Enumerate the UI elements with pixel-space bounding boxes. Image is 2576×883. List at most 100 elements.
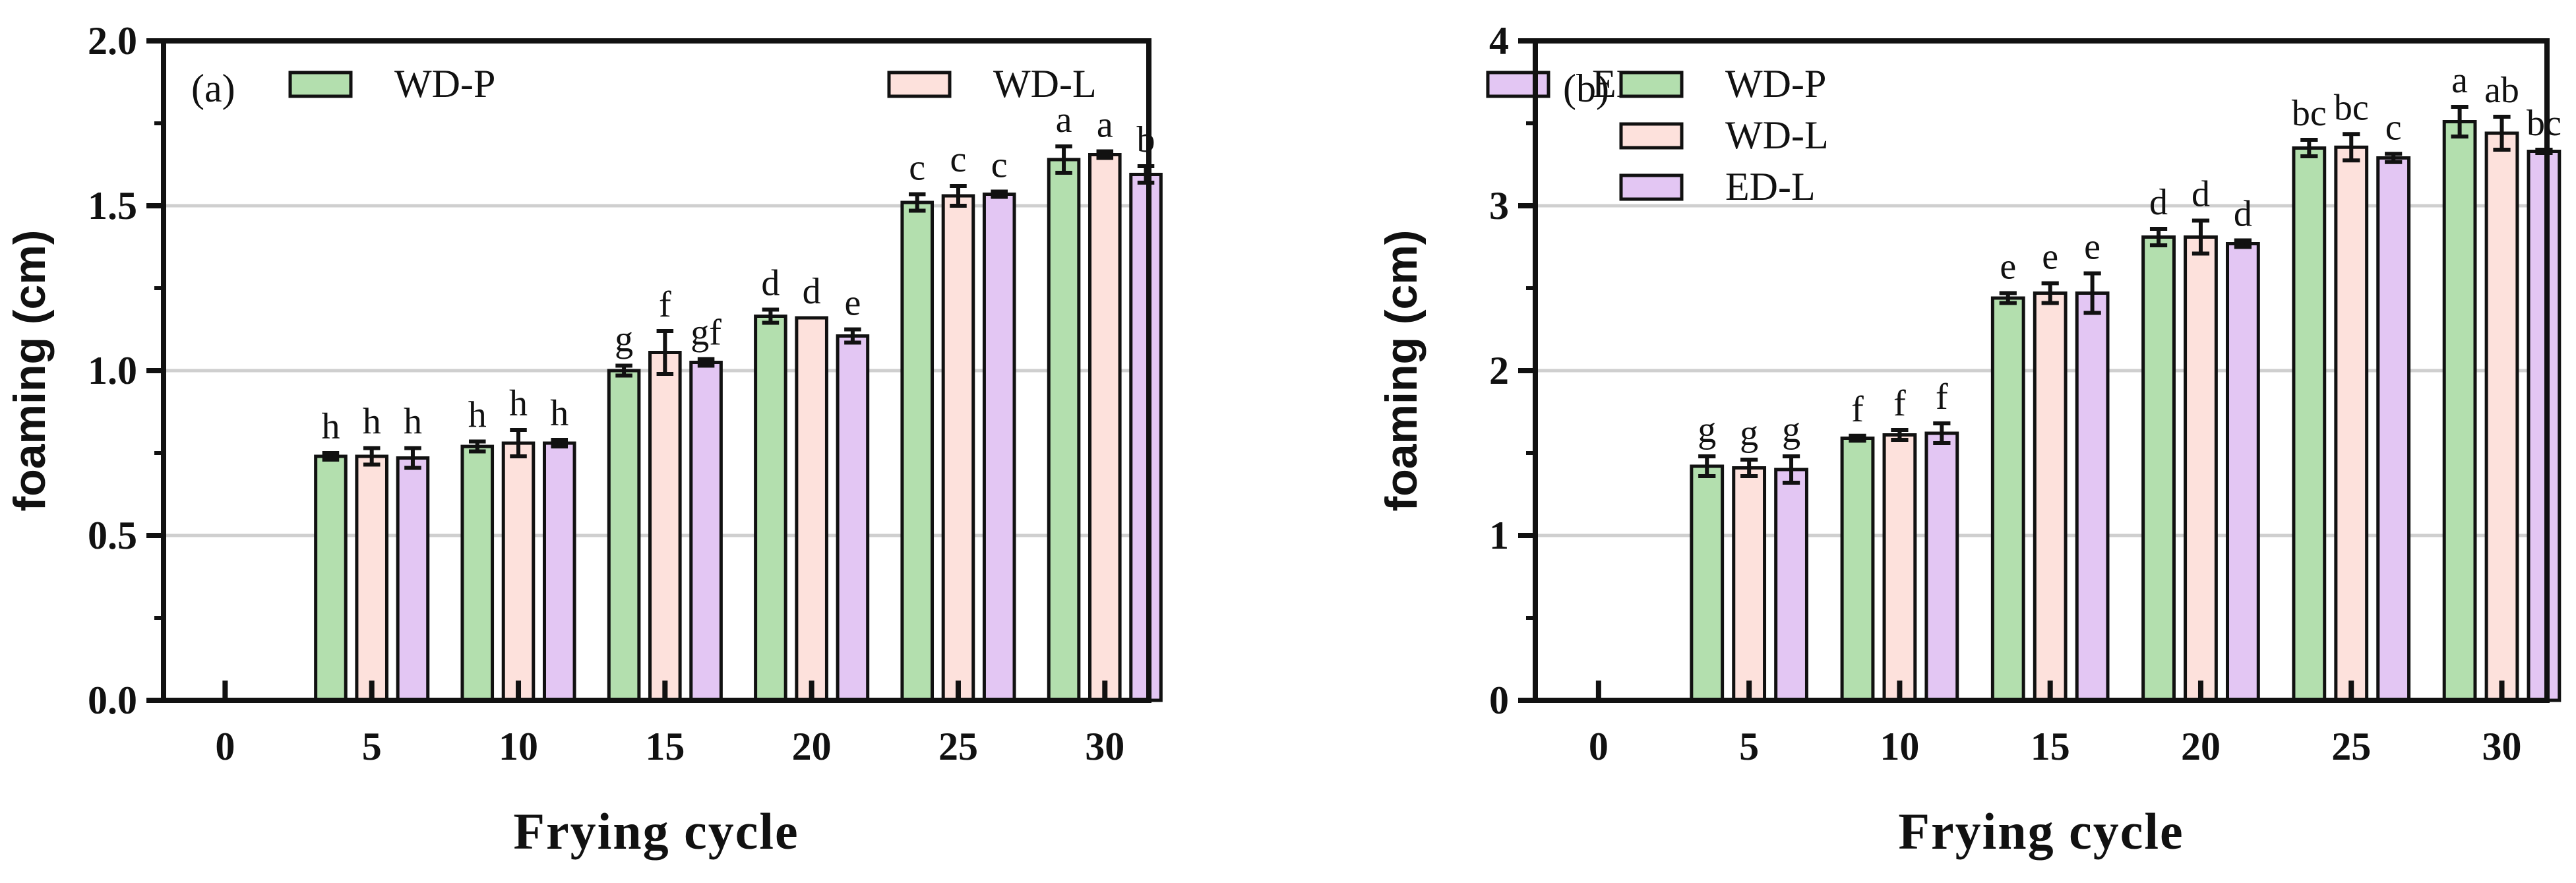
significance-label: c: [909, 148, 925, 189]
significance-label: a: [1097, 105, 1113, 146]
y-tick-label: 0.5: [88, 514, 137, 557]
error-bar: [2493, 115, 2511, 152]
significance-label: bc: [2527, 103, 2561, 144]
bar-ed-l-10: [542, 441, 576, 702]
bar-wd-p-5: [1690, 464, 1725, 702]
bar-wd-l-10: [501, 441, 536, 702]
legend-swatch-wd-l: [887, 71, 952, 98]
error-bar: [510, 428, 527, 458]
error-bar: [844, 327, 861, 345]
bar-wd-l-15: [648, 351, 682, 702]
significance-label: d: [2234, 194, 2252, 235]
panel-label: (b): [1563, 67, 1609, 110]
x-tick-label: 15: [2031, 725, 2070, 768]
y-tick-label: 0: [1489, 679, 1509, 722]
x-tick-label: 0: [1589, 725, 1609, 768]
error-bar: [363, 446, 381, 467]
bar-wd-p-5: [314, 454, 348, 702]
significance-label: g: [1698, 410, 1716, 450]
bar-wd-l-25: [941, 194, 975, 702]
x-tick-label: 25: [938, 725, 978, 768]
error-bar: [697, 357, 715, 368]
x-tick-label: 20: [792, 725, 832, 768]
significance-label: b: [1137, 119, 1155, 160]
bar-ed-l-20: [836, 334, 870, 702]
significance-label: c: [2385, 107, 2402, 148]
significance-label: bc: [2292, 93, 2327, 134]
legend-label-wd-p: WD-P: [394, 62, 495, 106]
error-bar: [2343, 132, 2360, 163]
error-bar: [2451, 105, 2469, 138]
error-bar: [2149, 227, 2168, 247]
x-tick-label: 5: [1739, 725, 1759, 768]
legend-label-wd-l: WD-L: [1725, 113, 1829, 157]
y-tick-label: 3: [1489, 184, 1509, 228]
x-axis-title: Frying cycle: [513, 803, 799, 860]
error-bar: [469, 439, 486, 454]
significance-label: f: [1851, 389, 1864, 430]
error-bar: [950, 184, 967, 208]
bar-wd-p-10: [460, 444, 495, 702]
y-axis-title: foaming (cm): [5, 230, 55, 512]
significance-label: c: [991, 145, 1008, 186]
legend-label-wd-p: WD-P: [1725, 62, 1826, 106]
y-tick-label: 1: [1489, 514, 1509, 557]
significance-label: a: [2451, 60, 2468, 101]
x-tick-label: 15: [645, 725, 685, 768]
x-axis-title: Frying cycle: [1898, 803, 2184, 860]
y-tick-label: 1.0: [88, 349, 137, 392]
bar-ed-l-10: [1924, 431, 1959, 702]
error-bar: [2385, 152, 2403, 164]
significance-label: c: [950, 139, 967, 180]
significance-label: d: [761, 263, 780, 304]
x-axis-ticks: 0 5 10 15 20 25 30: [215, 681, 1124, 768]
bar-ed-l-15: [689, 361, 723, 702]
significance-label: ab: [2484, 70, 2519, 111]
bar-wd-p-30: [1047, 158, 1081, 702]
bar-ed-l-30: [2527, 150, 2561, 702]
error-bar: [2083, 271, 2101, 315]
y-axis-title: foaming (cm): [1376, 230, 1426, 512]
y-tick-label: 2: [1489, 349, 1509, 392]
bar-wd-l-20: [2184, 235, 2218, 702]
significance-label: d: [803, 271, 821, 312]
y-axis-ticks: 0.0 0.5 1.0 1.5 2.0: [88, 19, 164, 722]
significance-label: e: [2042, 237, 2058, 278]
error-bar: [322, 451, 340, 462]
error-bar: [1891, 428, 1909, 442]
panel-label: (a): [191, 67, 235, 110]
bar-ed-l-25: [982, 193, 1016, 702]
bar-ed-l-15: [2075, 291, 2110, 702]
bar-wd-l-25: [2334, 145, 2369, 702]
x-tick-label: 10: [499, 725, 538, 768]
error-bar: [615, 363, 632, 378]
significance-label: e: [2084, 227, 2101, 268]
y-tick-label: 0.0: [88, 679, 137, 722]
error-bar-group: [1698, 105, 2553, 485]
significance-label: f: [1936, 377, 1948, 417]
bar-ed-l-5: [396, 456, 430, 702]
bar-wd-l-5: [1732, 466, 1767, 702]
error-bar: [1849, 433, 1866, 443]
significance-label: a: [1056, 100, 1072, 140]
legend-swatch-ed-l: [1619, 173, 1684, 201]
y-tick-label: 2.0: [88, 19, 137, 63]
error-bar-group: [322, 144, 1155, 470]
bar-wd-l-5: [355, 454, 388, 702]
significance-label: h: [468, 395, 487, 436]
bar-wd-p-15: [1990, 296, 2025, 702]
significance-label: d: [2192, 174, 2210, 215]
error-bar: [1933, 421, 1951, 445]
error-bar: [1137, 164, 1155, 185]
y-axis-ticks: 0 1 2 3 4: [1489, 19, 1535, 722]
significance-label: h: [404, 402, 422, 442]
significance-label: gf: [690, 313, 721, 353]
error-bar: [2041, 281, 2059, 305]
significance-label: h: [321, 406, 340, 447]
significance-label: d: [2149, 182, 2168, 223]
bar-ed-l-5: [1774, 468, 1808, 702]
bar-wd-p-30: [2442, 120, 2477, 702]
